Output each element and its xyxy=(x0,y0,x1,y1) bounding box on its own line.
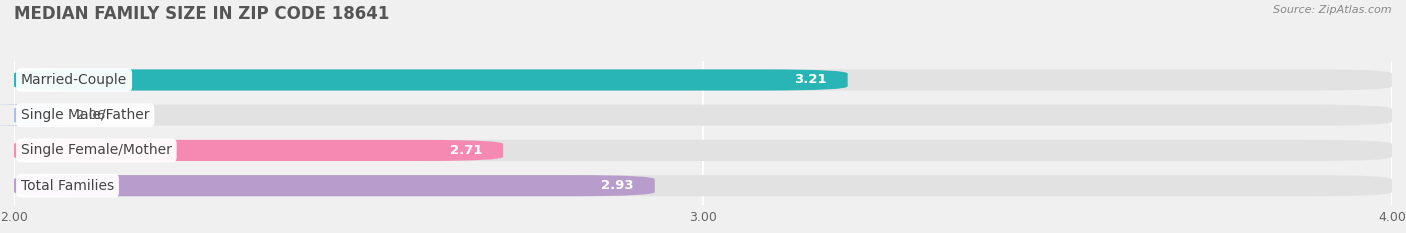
FancyBboxPatch shape xyxy=(0,105,97,126)
Text: MEDIAN FAMILY SIZE IN ZIP CODE 18641: MEDIAN FAMILY SIZE IN ZIP CODE 18641 xyxy=(14,5,389,23)
FancyBboxPatch shape xyxy=(14,140,1392,161)
Text: Source: ZipAtlas.com: Source: ZipAtlas.com xyxy=(1274,5,1392,15)
FancyBboxPatch shape xyxy=(14,175,655,196)
FancyBboxPatch shape xyxy=(14,105,1392,126)
FancyBboxPatch shape xyxy=(14,69,848,91)
Text: Married-Couple: Married-Couple xyxy=(21,73,127,87)
FancyBboxPatch shape xyxy=(14,175,1392,196)
Text: Single Male/Father: Single Male/Father xyxy=(21,108,149,122)
Text: Single Female/Mother: Single Female/Mother xyxy=(21,144,172,158)
Text: Total Families: Total Families xyxy=(21,179,114,193)
Text: 2.93: 2.93 xyxy=(602,179,634,192)
FancyBboxPatch shape xyxy=(14,69,1392,91)
Text: 2.06: 2.06 xyxy=(76,109,105,122)
FancyBboxPatch shape xyxy=(14,140,503,161)
Text: 2.71: 2.71 xyxy=(450,144,482,157)
Text: 3.21: 3.21 xyxy=(794,73,827,86)
